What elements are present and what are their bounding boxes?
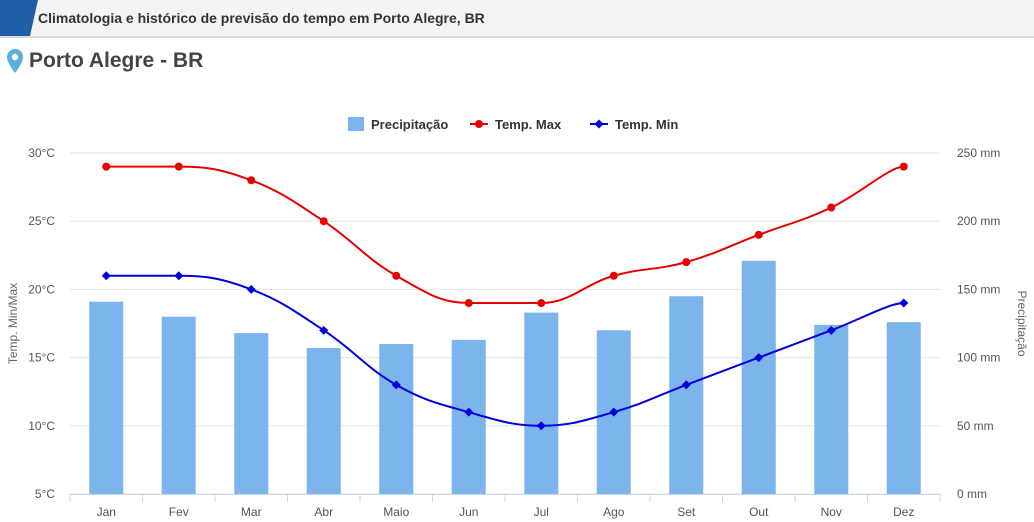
right-axis-tick: 0 mm: [957, 487, 987, 501]
left-axis-tick: 20°C: [28, 282, 55, 296]
precipitation-bar: [234, 333, 269, 494]
temp-max-point: [174, 162, 183, 171]
right-axis-tick: 50 mm: [957, 419, 994, 433]
temp-min-point: [899, 298, 909, 308]
temp-max-point: [102, 162, 111, 171]
x-axis-label: Out: [749, 505, 769, 519]
x-axis-label: Set: [677, 505, 696, 519]
header-bar: Climatologia e histórico de previsão do …: [0, 0, 1034, 38]
precipitation-bar: [379, 343, 414, 494]
left-axis-tick: 5°C: [35, 487, 55, 501]
temp-max-point: [899, 162, 908, 171]
temp-max-point: [754, 230, 763, 239]
temp-min-point: [319, 325, 329, 335]
x-axis-label: Dez: [893, 505, 914, 519]
precipitation-bar: [741, 260, 776, 494]
precipitation-bar: [669, 296, 704, 494]
temp-max-point: [827, 203, 836, 212]
precipitation-bar: [451, 339, 486, 494]
precipitation-bar: [814, 324, 849, 494]
left-axis-tick: 30°C: [28, 146, 55, 160]
temp-max-point: [464, 299, 473, 308]
x-axis-label: Jul: [534, 505, 549, 519]
climate-chart: 5°C 10°C 15°C 20°C 25°C 30°C 0 mm 50 mm 100 mm 15…: [6, 117, 1029, 519]
map-pin-icon: [7, 49, 23, 73]
temp-min-point: [101, 271, 111, 281]
temp-max-point: [537, 299, 546, 308]
precipitation-bar: [306, 348, 341, 494]
legend-precipitation: Precipitação: [371, 117, 448, 132]
x-axis-label: Fev: [169, 505, 189, 519]
precipitation-bar: [89, 301, 124, 494]
x-axis-label: Ago: [603, 505, 625, 519]
precipitation-bar: [161, 316, 196, 494]
legend-temp-min-swatch-marker: [594, 119, 604, 129]
temp-min-point: [609, 407, 619, 417]
legend-temp-max-swatch-marker: [475, 120, 483, 128]
header-accent-icon: [0, 0, 38, 36]
temp-max-point: [319, 217, 328, 226]
location-heading: Porto Alegre - BR: [6, 47, 203, 75]
legend-precipitation-swatch: [348, 117, 364, 131]
left-axis-tick: 10°C: [28, 419, 55, 433]
temp-min-point: [391, 380, 401, 390]
temp-min-point: [826, 325, 836, 335]
left-axis-title: Temp. Min/Max: [6, 283, 20, 364]
temp-min-point: [174, 271, 184, 281]
temp-min-line: [106, 274, 904, 427]
x-axis-label: Nov: [821, 505, 842, 519]
temp-min-point: [464, 407, 474, 417]
x-axis-label: Jun: [459, 505, 478, 519]
left-axis-tick: 25°C: [28, 214, 55, 228]
right-axis-tick: 100 mm: [957, 351, 1000, 365]
temp-max-line: [106, 165, 904, 305]
x-axis-label: Maio: [383, 505, 409, 519]
location-name: Porto Alegre - BR: [29, 49, 204, 72]
legend-temp-max: Temp. Max: [495, 117, 562, 132]
temp-min-point: [536, 421, 546, 431]
legend-temp-min: Temp. Min: [615, 117, 678, 132]
temp-min-point: [754, 353, 764, 363]
temp-max-point: [392, 271, 401, 280]
temp-max-point: [247, 176, 256, 185]
header-title: Climatologia e histórico de previsão do …: [38, 10, 485, 26]
precipitation-bar: [886, 322, 921, 494]
x-axis-label: Jan: [97, 505, 116, 519]
temp-max-point: [609, 271, 618, 280]
temp-min-point: [246, 284, 256, 294]
x-axis-label: Mar: [241, 505, 262, 519]
temp-max-point: [682, 258, 691, 267]
x-axis-label: Abr: [314, 505, 333, 519]
right-axis-tick: 150 mm: [957, 282, 1000, 296]
right-axis-tick: 250 mm: [957, 146, 1000, 160]
precipitation-bar: [524, 312, 559, 494]
left-axis-tick: 15°C: [28, 351, 55, 365]
right-axis-title: Precipitação: [1015, 290, 1029, 356]
temp-min-point: [681, 380, 691, 390]
right-axis-tick: 200 mm: [957, 214, 1000, 228]
